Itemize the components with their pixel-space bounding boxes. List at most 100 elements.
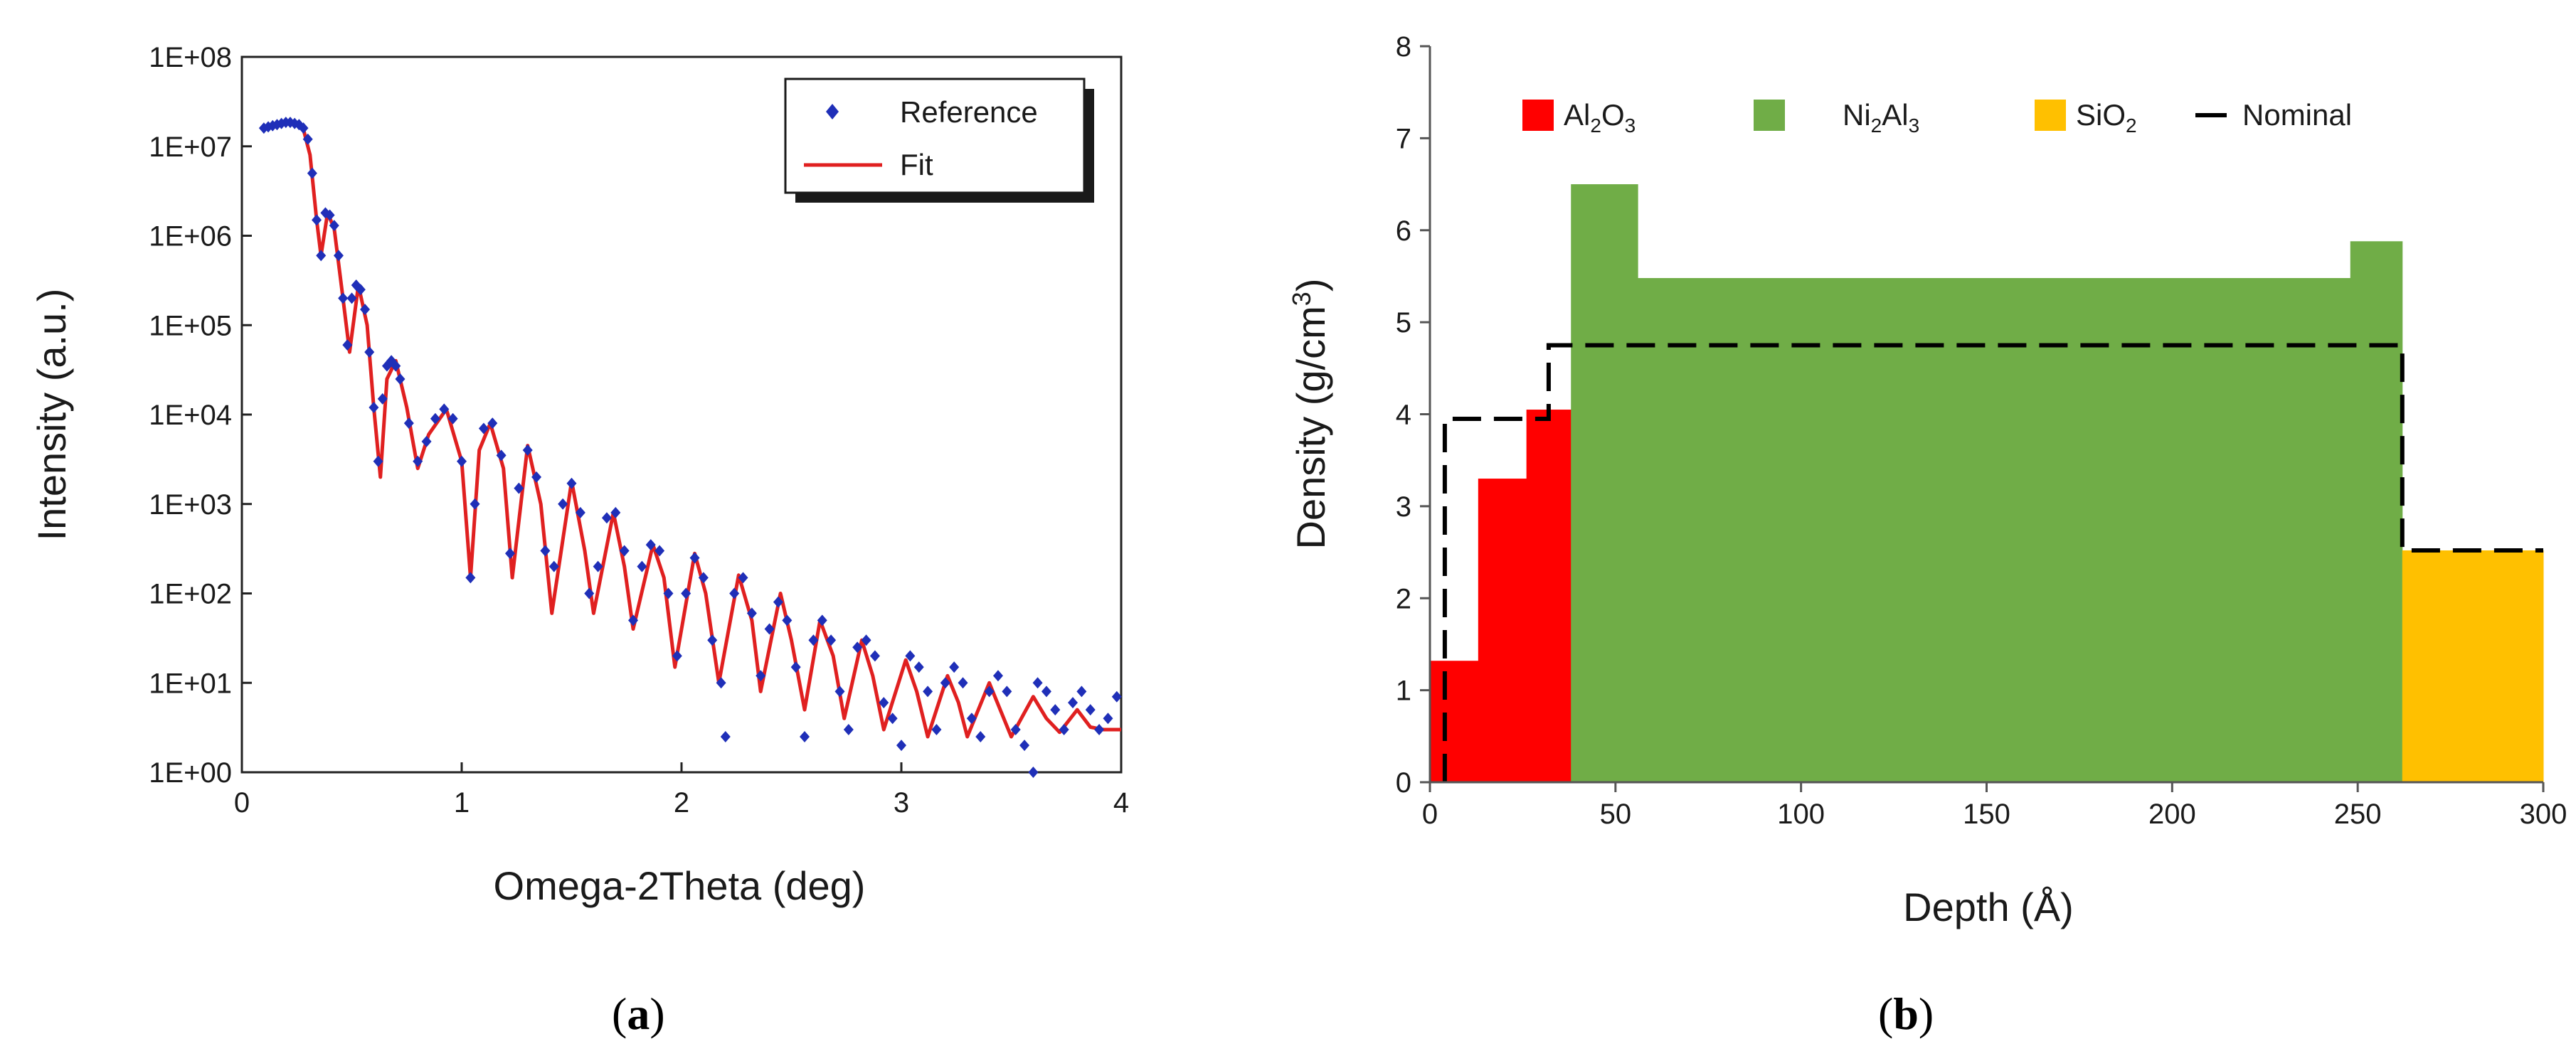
- reference-point: [465, 572, 476, 584]
- reference-point: [992, 670, 1003, 682]
- reference-point: [879, 697, 889, 709]
- chart-a-y-tick-label: 1E+08: [149, 42, 232, 73]
- chart-a-y-tick-label: 1E+04: [149, 400, 232, 431]
- reference-point: [593, 560, 603, 572]
- reference-point: [514, 482, 524, 494]
- panel-a-caption: (a): [612, 988, 665, 1039]
- reference-point: [913, 661, 924, 673]
- reference-point: [457, 455, 467, 467]
- reference-point: [324, 209, 335, 221]
- chart-b-y-axis: 0 1 2 3 4 5 6 7 8: [1396, 31, 1430, 799]
- reference-point: [628, 614, 639, 626]
- bar-al2o3: [1526, 410, 1571, 782]
- reference-point: [522, 444, 533, 457]
- reference-point: [302, 133, 313, 145]
- chart-b-x-tick-label: 250: [2334, 799, 2382, 830]
- chart-a-series: [258, 117, 1122, 778]
- chart-a-y-tick-label: 1E+05: [149, 310, 232, 341]
- chart-b-x-tick-label: 150: [1963, 799, 2010, 830]
- reference-point: [373, 455, 383, 467]
- chart-b-y-tick-label: 4: [1396, 400, 1411, 431]
- chart-a-y-tick-label: 1E+01: [149, 668, 232, 699]
- reference-point: [1041, 686, 1051, 698]
- reference-point: [413, 455, 423, 467]
- legend-al2o3-swatch: [1522, 100, 1554, 131]
- chart-a-x-tick-label: 3: [894, 787, 909, 818]
- reference-point: [975, 730, 986, 742]
- chart-a-legend: Reference Fit: [784, 78, 1094, 203]
- panel-b-caption: (b): [1878, 988, 1934, 1039]
- reference-point: [619, 545, 630, 557]
- reference-point: [663, 587, 674, 599]
- reference-point: [707, 634, 718, 646]
- reference-point: [360, 304, 371, 316]
- reference-point: [931, 724, 942, 736]
- reference-point: [716, 677, 726, 689]
- reference-point: [346, 292, 357, 304]
- reference-point: [610, 506, 621, 518]
- reference-point: [1002, 686, 1012, 698]
- chart-a-y-tick-label: 1E+00: [149, 757, 232, 789]
- reference-point: [298, 122, 309, 134]
- chart-b-x-tick-label: 200: [2148, 799, 2196, 830]
- reference-point: [790, 661, 801, 673]
- bar-ni2al3: [1638, 278, 2351, 782]
- reference-point: [923, 686, 933, 698]
- chart-b-x-axis: 0 50 100 150 200 250 300: [1422, 782, 2567, 830]
- chart-b-x-tick-label: 50: [1600, 799, 1632, 830]
- reference-point: [395, 373, 406, 385]
- legend-sio2-swatch: [2035, 100, 2066, 131]
- reference-point: [756, 670, 766, 682]
- chart-b-x-tick-label: 100: [1777, 799, 1825, 830]
- chart-a-x-tick-label: 1: [454, 787, 470, 818]
- chart-b-x-label: Depth (Å): [1903, 885, 2074, 929]
- bar-ni2al3: [1571, 184, 1638, 782]
- chart-b-legend: Al2O3 Ni2Al3 SiO2 Nominal: [1522, 98, 2352, 137]
- chart-a-y-tick-label: 1E+07: [149, 132, 232, 163]
- chart-a-y-tick-label: 1E+06: [149, 221, 232, 252]
- chart-b-y-tick-label: 8: [1396, 31, 1411, 63]
- reference-point: [338, 292, 349, 304]
- reference-point: [355, 284, 366, 296]
- chart-a-x-tick-label: 4: [1113, 787, 1129, 818]
- reference-point: [887, 713, 898, 725]
- chart-a-y-label: Intensity (a.u.): [29, 289, 74, 541]
- reference-point: [1050, 704, 1061, 716]
- legend-ni2al3-label: Ni2Al3: [1843, 98, 1919, 137]
- reference-point: [540, 545, 551, 557]
- reference-point: [403, 417, 414, 430]
- fit-line: [263, 120, 1121, 739]
- reference-point: [949, 661, 960, 673]
- chart-b-x-tick-label: 300: [2520, 799, 2567, 830]
- legend-reference-marker: [826, 104, 839, 119]
- legend-fit-label: Fit: [900, 148, 933, 181]
- reference-point: [531, 471, 542, 483]
- reference-point: [558, 498, 568, 510]
- reference-point: [1085, 704, 1096, 716]
- chart-b-y-tick-label: 6: [1396, 215, 1411, 247]
- bar-al2o3: [1430, 661, 1479, 782]
- reference-point: [896, 740, 906, 752]
- chart-b-y-tick-label: 1: [1396, 676, 1411, 707]
- reference-point: [1111, 690, 1122, 703]
- reference-point: [984, 686, 995, 698]
- reference-point: [966, 713, 977, 725]
- reference-point: [905, 650, 916, 662]
- reference-point: [1076, 686, 1087, 698]
- reference-point: [843, 724, 854, 736]
- chart-b-bars: [1430, 184, 2544, 782]
- reference-point: [307, 167, 317, 179]
- reference-point: [746, 607, 757, 619]
- reference-point: [729, 587, 740, 599]
- reference-point: [1094, 724, 1105, 736]
- chart-a-x-label: Omega-2Theta (deg): [494, 863, 866, 908]
- reference-point: [698, 572, 709, 584]
- chart-a-legend-box: [784, 78, 1086, 194]
- legend-sio2-label: SiO2: [2076, 98, 2137, 137]
- reference-point: [601, 512, 612, 524]
- reference-point: [439, 403, 450, 415]
- chart-b-x-tick-label: 0: [1422, 799, 1438, 830]
- chart-b-y-tick-label: 5: [1396, 307, 1411, 338]
- reference-point: [364, 346, 375, 358]
